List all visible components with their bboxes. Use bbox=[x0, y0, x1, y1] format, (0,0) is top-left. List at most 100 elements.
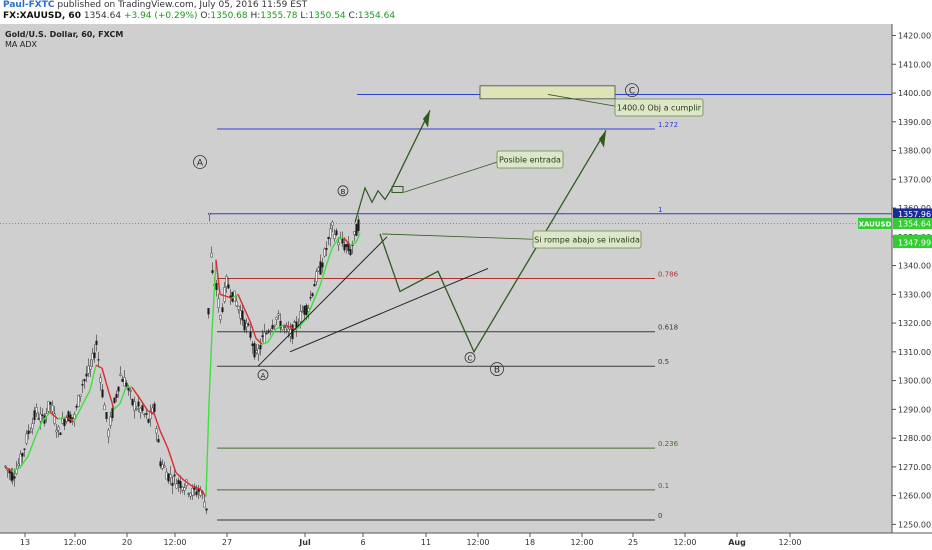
fib-level-label: 0.236 bbox=[658, 440, 679, 448]
candle-body bbox=[181, 486, 184, 491]
callout-box[interactable] bbox=[614, 98, 704, 117]
candle-body bbox=[113, 397, 116, 403]
candle-body bbox=[341, 238, 344, 244]
projection-entry-path[interactable] bbox=[354, 186, 393, 223]
trendline-lower[interactable] bbox=[289, 267, 489, 353]
moving-average-segment bbox=[153, 412, 161, 431]
wave-label: A bbox=[261, 372, 266, 380]
candle-body bbox=[169, 474, 172, 479]
x-tick-label: Aug bbox=[728, 538, 746, 547]
moving-average-segment bbox=[95, 364, 103, 369]
candle-body bbox=[177, 479, 180, 485]
callout-box[interactable] bbox=[532, 230, 642, 249]
candle-body bbox=[73, 414, 76, 419]
projection-abc-path[interactable] bbox=[379, 130, 607, 354]
candle-body bbox=[335, 230, 338, 236]
candle-body bbox=[117, 386, 120, 392]
candle-body bbox=[125, 382, 128, 387]
candle-body bbox=[223, 287, 226, 302]
legend-instrument: Gold/U.S. Dollar, 60, FXCM bbox=[5, 30, 123, 39]
candle-body bbox=[257, 348, 260, 355]
x-tick-label: 12:00 bbox=[163, 538, 186, 547]
moving-average-segment bbox=[231, 293, 239, 299]
candle-body bbox=[179, 481, 182, 489]
moving-average-segment bbox=[219, 293, 227, 297]
candle-body bbox=[109, 416, 112, 426]
candle-body bbox=[321, 262, 324, 268]
candle-body bbox=[311, 293, 314, 297]
fib-level-label: 1.272 bbox=[658, 121, 678, 129]
projection-up-arrow[interactable] bbox=[391, 109, 431, 189]
y-tick-label: 1330.00 bbox=[898, 290, 931, 299]
candle-body bbox=[263, 332, 266, 344]
y-tick-label: 1300.00 bbox=[898, 377, 931, 386]
candle-body bbox=[33, 410, 36, 420]
candle-body bbox=[237, 305, 240, 310]
candle-body bbox=[249, 331, 252, 338]
x-tick-label: 11 bbox=[421, 538, 431, 547]
price-tag-label: 1347.99 bbox=[898, 239, 931, 248]
trendline-upper[interactable] bbox=[257, 236, 388, 367]
candle-body bbox=[165, 471, 168, 480]
candle-body bbox=[345, 244, 348, 248]
candle-body bbox=[95, 340, 98, 345]
candle-body bbox=[357, 219, 360, 231]
callout-pointer bbox=[381, 233, 542, 240]
moving-average-segment bbox=[4, 466, 13, 472]
moving-average-segment bbox=[225, 295, 233, 299]
fib-level-label: 0 bbox=[658, 512, 662, 520]
callout-box[interactable] bbox=[496, 150, 564, 169]
candle-body bbox=[157, 439, 160, 443]
candle-body bbox=[210, 252, 213, 258]
moving-average-segment bbox=[49, 411, 59, 420]
moving-average-segment bbox=[57, 416, 67, 420]
legend-indicator: MA ADX bbox=[5, 40, 38, 49]
moving-average-segment bbox=[337, 237, 345, 240]
candle-body bbox=[93, 352, 96, 359]
price-tag bbox=[893, 237, 932, 249]
moving-average-segment bbox=[343, 237, 351, 246]
candle-body bbox=[333, 234, 336, 240]
candle-body bbox=[245, 322, 248, 328]
close-value: 1354.64 bbox=[357, 11, 396, 21]
candle-body bbox=[37, 418, 40, 420]
x-tick-label: 13 bbox=[20, 538, 30, 547]
candle-body bbox=[105, 412, 108, 419]
candle-body bbox=[305, 305, 308, 316]
candle-body bbox=[135, 408, 138, 410]
candle-body bbox=[255, 350, 258, 354]
y-tick-label: 1420.00 bbox=[898, 32, 931, 41]
candle-body bbox=[279, 320, 282, 329]
price-axis-background bbox=[892, 24, 932, 533]
candle-body bbox=[323, 248, 326, 257]
objective-zone-box[interactable] bbox=[479, 85, 616, 100]
candle-body bbox=[153, 403, 156, 412]
x-tick-label: 6 bbox=[360, 538, 365, 547]
candle-body bbox=[57, 426, 60, 431]
candle-body bbox=[327, 237, 330, 240]
candle-body bbox=[141, 405, 144, 411]
entry-box[interactable] bbox=[391, 185, 404, 193]
candle-body bbox=[131, 399, 134, 406]
price-tag bbox=[893, 208, 932, 220]
candle-body bbox=[71, 417, 74, 419]
chart-header: Paul-FXTC published on TradingView.com, … bbox=[0, 0, 932, 24]
candle-body bbox=[173, 474, 176, 477]
moving-average-segment bbox=[73, 405, 83, 423]
publisher-name[interactable]: Paul-FXTC bbox=[3, 0, 55, 10]
x-tick-label: Jul bbox=[298, 538, 311, 547]
wave-label-circle bbox=[337, 185, 349, 197]
callout-text: Si rompe abajo se invalida bbox=[534, 236, 640, 245]
candle-body bbox=[155, 428, 158, 434]
moving-average-segment bbox=[89, 365, 97, 391]
candle-body bbox=[167, 473, 170, 482]
moving-average-segment bbox=[27, 434, 37, 457]
low-value: 1350.54 bbox=[308, 11, 346, 21]
moving-average-segment bbox=[325, 248, 333, 267]
candle-body bbox=[111, 408, 114, 419]
candle-body bbox=[283, 326, 286, 328]
candle-body bbox=[301, 310, 304, 313]
candle-body bbox=[21, 453, 24, 457]
